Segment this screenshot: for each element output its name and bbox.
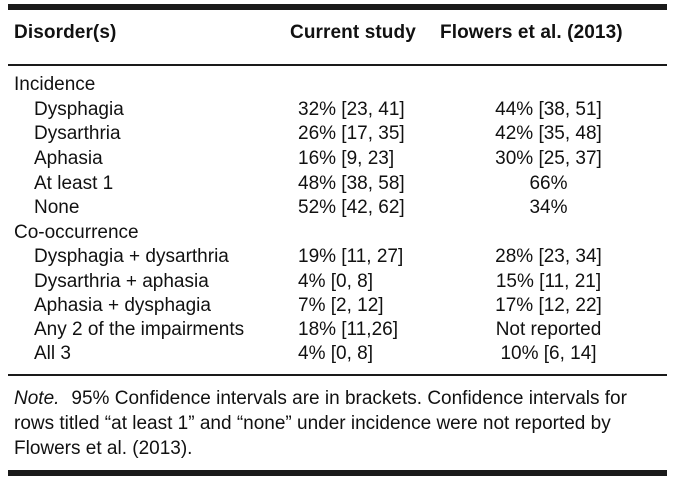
row-label: Dysphagia + dysarthria <box>34 246 229 267</box>
flowers-value: 17% [12, 22] <box>495 295 602 316</box>
note-label: Note. <box>14 388 60 409</box>
flowers-value: 10% [6, 14] <box>500 343 597 364</box>
current-study-value: 18% [11,26] <box>298 319 399 340</box>
row-label: Any 2 of the impairments <box>34 319 245 340</box>
section-title-incidence: Incidence <box>14 74 96 95</box>
flowers-value: 30% [25, 37] <box>495 148 602 169</box>
row-label: All 3 <box>34 343 71 364</box>
header-rule <box>8 64 667 66</box>
bottom-rule <box>8 470 667 476</box>
column-header-disorders: Disorder(s) <box>14 22 117 43</box>
row-label: Aphasia <box>34 148 103 169</box>
flowers-value: 34% <box>529 197 568 218</box>
current-study-value: 16% [9, 23] <box>298 148 395 169</box>
current-study-value: 19% [11, 27] <box>298 246 404 267</box>
flowers-value: 15% [11, 21] <box>495 271 602 292</box>
current-study-value: 48% [38, 58] <box>298 173 405 194</box>
flowers-value: 28% [23, 34] <box>495 246 602 267</box>
flowers-value: 44% [38, 51] <box>495 99 602 120</box>
section-title-co-occurrence: Co-occurrence <box>14 222 139 243</box>
row-label: Dysarthria <box>34 123 121 144</box>
row-label: At least 1 <box>34 173 114 194</box>
table-note: Note. 95% Confidence intervals are in bra… <box>14 386 664 461</box>
current-study-value: 7% [2, 12] <box>298 295 384 316</box>
flowers-value: 42% [35, 48] <box>495 123 602 144</box>
current-study-value: 26% [17, 35] <box>298 123 405 144</box>
table-bottom-rule <box>8 374 667 376</box>
column-header-current-study: Current study <box>290 22 416 43</box>
flowers-value: Not reported <box>495 319 602 340</box>
current-study-value: 52% [42, 62] <box>298 197 405 218</box>
current-study-value: 32% [23, 41] <box>298 99 405 120</box>
row-label: Dysphagia <box>34 99 124 120</box>
note-text: 95% Confidence intervals are in brackets… <box>14 388 627 459</box>
column-header-flowers: Flowers et al. (2013) <box>440 22 623 43</box>
row-label: None <box>34 197 80 218</box>
row-label: Dysarthria + aphasia <box>34 271 209 292</box>
flowers-value: 66% <box>529 173 568 194</box>
current-study-value: 4% [0, 8] <box>298 343 373 364</box>
row-label: Aphasia + dysphagia <box>34 295 211 316</box>
current-study-value: 4% [0, 8] <box>298 271 373 292</box>
top-rule <box>8 4 667 10</box>
